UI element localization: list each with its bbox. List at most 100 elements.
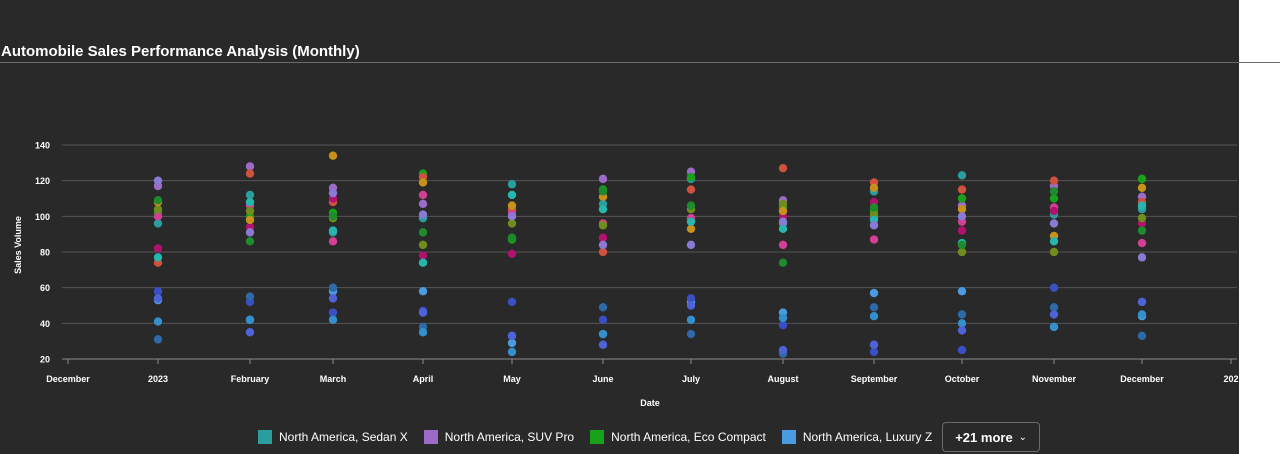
- data-point[interactable]: [957, 247, 967, 257]
- data-point[interactable]: [418, 199, 428, 209]
- data-point[interactable]: [418, 178, 428, 187]
- data-point[interactable]: [153, 176, 163, 185]
- data-point[interactable]: [328, 294, 338, 303]
- data-point[interactable]: [686, 240, 696, 250]
- data-point[interactable]: [507, 338, 517, 348]
- data-point[interactable]: [598, 340, 608, 349]
- data-point[interactable]: [1137, 213, 1147, 223]
- data-point[interactable]: [1137, 226, 1147, 235]
- data-point[interactable]: [869, 303, 879, 312]
- data-point[interactable]: [778, 345, 788, 355]
- data-point[interactable]: [418, 328, 428, 337]
- data-point[interactable]: [686, 172, 696, 182]
- data-point[interactable]: [1049, 322, 1059, 332]
- data-point[interactable]: [245, 169, 255, 178]
- data-point[interactable]: [1137, 297, 1147, 307]
- data-point[interactable]: [957, 310, 967, 319]
- data-point[interactable]: [957, 171, 967, 180]
- data-point[interactable]: [245, 228, 255, 237]
- data-point[interactable]: [869, 340, 879, 349]
- data-point[interactable]: [1137, 174, 1147, 184]
- data-point[interactable]: [328, 151, 338, 160]
- data-point[interactable]: [957, 287, 967, 296]
- data-point[interactable]: [1137, 331, 1147, 341]
- data-point[interactable]: [245, 206, 255, 216]
- data-point[interactable]: [1049, 194, 1059, 203]
- data-point[interactable]: [686, 301, 696, 310]
- data-point[interactable]: [598, 233, 608, 242]
- data-point[interactable]: [418, 210, 428, 219]
- data-point[interactable]: [869, 203, 879, 212]
- data-point[interactable]: [869, 235, 879, 244]
- data-point[interactable]: [1049, 303, 1059, 312]
- data-point[interactable]: [957, 185, 967, 194]
- data-point[interactable]: [957, 212, 967, 221]
- data-point[interactable]: [686, 201, 696, 210]
- data-point[interactable]: [686, 294, 696, 303]
- data-point[interactable]: [598, 247, 608, 257]
- data-point[interactable]: [153, 317, 163, 326]
- data-point[interactable]: [598, 205, 608, 214]
- data-point[interactable]: [778, 224, 788, 234]
- data-point[interactable]: [507, 249, 517, 258]
- data-point[interactable]: [418, 308, 428, 317]
- data-point[interactable]: [328, 226, 338, 235]
- data-point[interactable]: [507, 212, 517, 221]
- data-point[interactable]: [686, 185, 696, 194]
- data-point[interactable]: [1049, 237, 1059, 246]
- data-point[interactable]: [598, 174, 608, 184]
- data-point[interactable]: [1049, 283, 1059, 292]
- data-point[interactable]: [507, 219, 517, 228]
- data-point[interactable]: [778, 199, 788, 209]
- data-point[interactable]: [418, 287, 428, 296]
- data-point[interactable]: [778, 258, 788, 267]
- data-point[interactable]: [778, 240, 788, 250]
- data-point[interactable]: [328, 308, 338, 317]
- data-point[interactable]: [245, 292, 255, 301]
- data-point[interactable]: [1049, 247, 1059, 257]
- data-point[interactable]: [328, 315, 338, 324]
- data-point[interactable]: [153, 196, 163, 205]
- data-point[interactable]: [153, 335, 163, 344]
- data-point[interactable]: [1137, 201, 1147, 210]
- data-point[interactable]: [418, 190, 428, 200]
- data-point[interactable]: [328, 188, 338, 198]
- data-point[interactable]: [598, 315, 608, 324]
- data-point[interactable]: [686, 224, 696, 234]
- data-point[interactable]: [778, 217, 788, 226]
- data-point[interactable]: [869, 288, 879, 298]
- data-point[interactable]: [507, 190, 517, 200]
- data-point[interactable]: [418, 240, 428, 250]
- data-point[interactable]: [507, 331, 517, 341]
- data-point[interactable]: [245, 328, 255, 337]
- data-point[interactable]: [869, 312, 879, 321]
- data-point[interactable]: [957, 205, 967, 214]
- data-point[interactable]: [598, 187, 608, 196]
- data-point[interactable]: [686, 315, 696, 324]
- data-point[interactable]: [153, 205, 163, 214]
- data-point[interactable]: [153, 294, 163, 303]
- data-point[interactable]: [1049, 219, 1059, 228]
- legend-item[interactable]: North America, Sedan X: [258, 430, 408, 444]
- data-point[interactable]: [245, 190, 255, 200]
- data-point[interactable]: [686, 217, 696, 226]
- data-point[interactable]: [153, 244, 163, 253]
- data-point[interactable]: [1137, 238, 1147, 248]
- data-point[interactable]: [328, 212, 338, 221]
- data-point[interactable]: [153, 212, 163, 221]
- data-point[interactable]: [507, 233, 517, 242]
- legend-item[interactable]: North America, SUV Pro: [423, 430, 574, 444]
- data-point[interactable]: [957, 226, 967, 235]
- data-point[interactable]: [1049, 206, 1059, 216]
- data-point[interactable]: [957, 345, 967, 355]
- data-point[interactable]: [598, 240, 608, 250]
- data-point[interactable]: [328, 283, 338, 292]
- data-point[interactable]: [507, 297, 517, 307]
- data-point[interactable]: [1049, 176, 1059, 185]
- data-point[interactable]: [507, 180, 517, 189]
- data-point[interactable]: [957, 194, 967, 203]
- data-point[interactable]: [153, 287, 163, 296]
- data-point[interactable]: [328, 237, 338, 246]
- data-point[interactable]: [1137, 253, 1147, 262]
- data-point[interactable]: [153, 253, 163, 262]
